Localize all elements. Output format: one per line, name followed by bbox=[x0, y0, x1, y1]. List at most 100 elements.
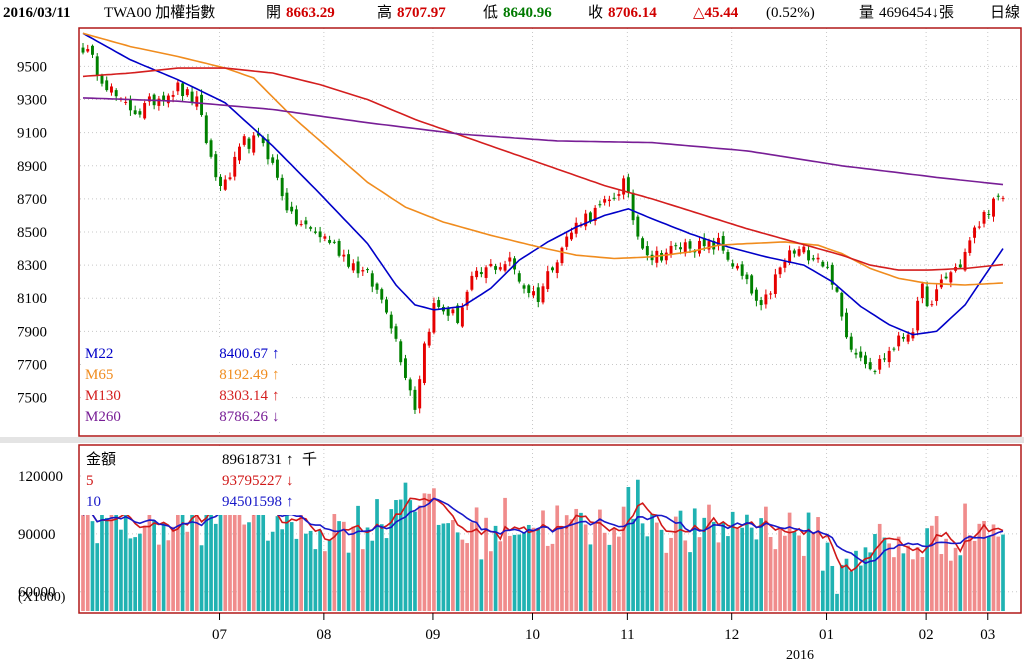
candle-body bbox=[641, 238, 645, 249]
candle-body bbox=[285, 192, 289, 211]
candle-body bbox=[328, 239, 332, 243]
ma-legend-arrow: ↑ bbox=[272, 367, 280, 383]
volume-bar bbox=[749, 527, 754, 611]
candle-body bbox=[290, 206, 294, 212]
candle-body bbox=[603, 199, 607, 203]
volume-bar bbox=[939, 554, 944, 611]
volume-bar bbox=[432, 488, 436, 611]
candle-body bbox=[717, 237, 720, 247]
volume-bar bbox=[441, 523, 446, 611]
year-label: 2016 bbox=[786, 648, 814, 662]
volume-bar bbox=[835, 593, 839, 611]
candle-body bbox=[356, 261, 360, 274]
volume-bar bbox=[545, 545, 550, 611]
candle-body bbox=[802, 246, 806, 253]
candle-body bbox=[361, 270, 365, 272]
candle-body bbox=[555, 262, 559, 273]
volume-bar bbox=[735, 528, 740, 611]
volume-bar bbox=[194, 508, 199, 611]
candle-body bbox=[674, 245, 678, 247]
candle-body bbox=[475, 270, 479, 278]
volume-bar bbox=[503, 497, 507, 611]
candle-body bbox=[892, 348, 896, 350]
volume-bar bbox=[351, 526, 356, 611]
candle-body bbox=[318, 231, 322, 238]
volume-bar bbox=[863, 547, 868, 611]
candle-body bbox=[323, 236, 327, 239]
candle-body bbox=[299, 224, 303, 226]
volume-bar bbox=[417, 505, 422, 611]
volume-bar bbox=[901, 553, 906, 611]
volume-bar bbox=[645, 536, 650, 611]
volume-bar bbox=[626, 486, 631, 611]
volume-bar bbox=[507, 535, 512, 611]
volume-legend-value: 89618731 bbox=[222, 452, 282, 468]
candle-body bbox=[105, 80, 109, 91]
volume-bar bbox=[308, 530, 313, 611]
candle-body bbox=[854, 352, 858, 355]
month-label: 08 bbox=[316, 627, 331, 643]
volume-bar bbox=[759, 518, 763, 611]
low-label: 低 bbox=[483, 5, 499, 21]
candle-body bbox=[764, 294, 768, 305]
volume-bar bbox=[967, 535, 972, 611]
candle-body bbox=[484, 267, 488, 278]
candle-body bbox=[252, 135, 256, 153]
volume-legend-arrow: ↑ bbox=[286, 494, 294, 510]
candle-body bbox=[223, 179, 227, 190]
volume-bar bbox=[379, 524, 384, 611]
candle-body bbox=[185, 89, 189, 96]
volume-bar bbox=[541, 510, 545, 611]
candle-body bbox=[176, 82, 180, 92]
candle-body bbox=[598, 204, 602, 206]
candle-body bbox=[982, 211, 986, 224]
volume-bar bbox=[598, 509, 602, 611]
volume-bar bbox=[470, 522, 474, 611]
change-value: △45.44 bbox=[693, 5, 739, 21]
volume-bar bbox=[607, 544, 612, 611]
volume-bar bbox=[1001, 534, 1005, 611]
candle-body bbox=[887, 350, 891, 363]
candle-body bbox=[916, 300, 920, 331]
candle-body bbox=[200, 94, 204, 115]
volume-bar bbox=[844, 558, 849, 611]
candle-body bbox=[114, 90, 118, 97]
volume-bar bbox=[564, 515, 569, 611]
volume-bar bbox=[389, 509, 394, 611]
candle-body bbox=[783, 261, 787, 268]
volume-bar bbox=[953, 547, 958, 611]
volume-bar bbox=[180, 514, 185, 611]
candle-body bbox=[721, 235, 725, 251]
volume-bar bbox=[152, 520, 156, 611]
candle-body bbox=[532, 291, 535, 296]
candle-body bbox=[522, 285, 526, 289]
candle-body bbox=[404, 358, 407, 378]
volume-bar bbox=[526, 524, 531, 611]
candle-body bbox=[375, 283, 379, 290]
candle-body bbox=[830, 264, 834, 285]
candle-body bbox=[138, 111, 142, 115]
volume-bar bbox=[341, 521, 346, 611]
volume-legend-box bbox=[81, 447, 323, 515]
month-label: 07 bbox=[212, 627, 228, 643]
candle-body bbox=[906, 334, 910, 342]
high-value: 8707.97 bbox=[397, 5, 446, 21]
volume-bar bbox=[337, 521, 341, 611]
candle-body bbox=[413, 389, 417, 410]
volume-legend-value: 94501598 bbox=[222, 494, 282, 510]
volume-bar bbox=[242, 524, 247, 611]
volume-bar bbox=[422, 493, 427, 611]
volume-legend-arrow: ↑ bbox=[286, 452, 294, 468]
candle-body bbox=[792, 250, 796, 254]
volume-bar bbox=[228, 489, 232, 611]
candle-body bbox=[754, 289, 758, 301]
volume-bar bbox=[327, 540, 332, 611]
volume-bar bbox=[683, 540, 688, 611]
volume-bar bbox=[664, 552, 669, 611]
volume-bar bbox=[617, 536, 621, 611]
change-percent: (0.52%) bbox=[766, 5, 815, 21]
candle-body bbox=[560, 247, 564, 264]
candle-body bbox=[309, 227, 313, 229]
candle-body bbox=[181, 83, 185, 97]
candle-body bbox=[565, 236, 569, 247]
